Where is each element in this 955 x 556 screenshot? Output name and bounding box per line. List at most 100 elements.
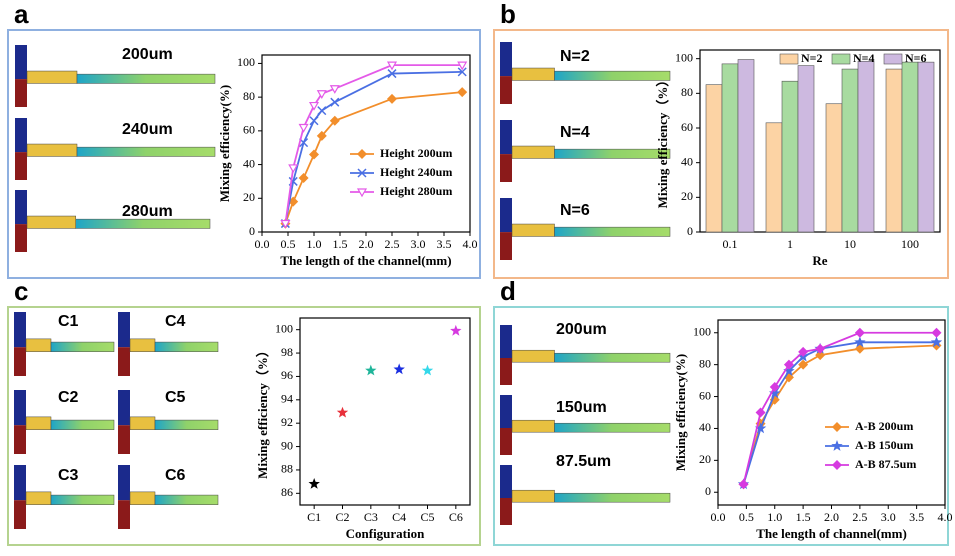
marker bbox=[831, 440, 843, 451]
sim-channel bbox=[554, 70, 671, 81]
marker bbox=[387, 93, 397, 104]
sim-inlet bbox=[500, 154, 512, 182]
sim-inlet bbox=[14, 465, 26, 501]
image-label: 200um bbox=[122, 46, 173, 63]
sim-inlet bbox=[500, 76, 512, 104]
x-tick-label: 1.0 bbox=[307, 237, 322, 251]
marker bbox=[329, 85, 340, 94]
sim-channel bbox=[50, 494, 115, 505]
x-tick-label: 4.0 bbox=[463, 237, 478, 251]
legend-label: N=2 bbox=[801, 51, 823, 65]
y-axis-label: Mixing efficiency（%） bbox=[255, 344, 270, 479]
sim-inlet bbox=[500, 232, 512, 260]
image-label: C1 bbox=[58, 313, 79, 330]
x-tick-label: 3.5 bbox=[909, 510, 924, 524]
sim-channel bbox=[75, 218, 211, 229]
sim-inlet bbox=[118, 312, 130, 348]
x-axis-label: The length of the channel(mm) bbox=[280, 253, 451, 268]
marker bbox=[854, 343, 865, 354]
image-label: 200um bbox=[556, 321, 607, 338]
x-tick-label: 4.0 bbox=[938, 510, 953, 524]
sim-channel bbox=[154, 419, 219, 430]
y-tick-label: 100 bbox=[237, 55, 255, 69]
sim-channel bbox=[50, 341, 115, 352]
marker bbox=[769, 381, 780, 392]
bar bbox=[705, 84, 723, 233]
x-tick-label: C6 bbox=[449, 510, 463, 524]
bar bbox=[901, 61, 919, 233]
image-label: C5 bbox=[165, 389, 186, 406]
legend-label: Height 240um bbox=[380, 165, 452, 179]
legend-label: A-B 87.5um bbox=[855, 457, 916, 471]
marker bbox=[931, 327, 942, 338]
y-axis-label: Mixing efficiency(%) bbox=[217, 85, 232, 202]
panel-letter: b bbox=[500, 0, 516, 29]
legend-label: N=4 bbox=[853, 51, 875, 65]
x-tick-label: 0.0 bbox=[711, 510, 726, 524]
sim-mixer bbox=[129, 491, 156, 505]
y-tick-label: 60 bbox=[699, 388, 711, 402]
x-tick-label: 1.5 bbox=[333, 237, 348, 251]
sim-inlet bbox=[118, 465, 130, 501]
y-tick-label: 80 bbox=[243, 89, 255, 103]
marker bbox=[316, 130, 327, 141]
y-tick-label: 100 bbox=[693, 325, 711, 339]
legend-label: A-B 150um bbox=[855, 438, 913, 452]
marker bbox=[309, 116, 319, 126]
sim-inlet bbox=[500, 395, 512, 428]
sim-channel bbox=[154, 341, 219, 352]
image-label: C3 bbox=[58, 467, 79, 484]
sim-mixer bbox=[26, 143, 78, 157]
y-tick-label: 88 bbox=[281, 462, 293, 476]
sim-inlet bbox=[14, 312, 26, 348]
marker bbox=[298, 173, 309, 184]
sim-mixer bbox=[25, 338, 52, 352]
sim-inlet bbox=[500, 498, 512, 525]
marker bbox=[298, 123, 309, 133]
y-tick-label: 98 bbox=[281, 345, 293, 359]
series-line bbox=[742, 341, 937, 485]
sim-channel bbox=[554, 422, 671, 433]
marker bbox=[798, 346, 809, 357]
sim-inlet bbox=[15, 45, 27, 80]
sim-inlet bbox=[15, 190, 27, 225]
sim-mixer bbox=[511, 489, 555, 503]
x-tick-label: 2.5 bbox=[852, 510, 867, 524]
marker bbox=[783, 359, 794, 370]
y-tick-label: 40 bbox=[681, 154, 693, 168]
sim-mixer bbox=[26, 70, 78, 84]
y-tick-label: 90 bbox=[281, 438, 293, 452]
series-line bbox=[742, 344, 937, 485]
x-tick-label: C1 bbox=[307, 510, 321, 524]
marker bbox=[798, 359, 809, 370]
marker bbox=[365, 364, 377, 376]
x-tick-label: 3.0 bbox=[411, 237, 426, 251]
y-tick-label: 80 bbox=[699, 356, 711, 370]
sim-mixer bbox=[511, 419, 555, 433]
x-tick-label: 1.0 bbox=[767, 510, 782, 524]
panel-frame bbox=[7, 29, 481, 279]
sim-inlet bbox=[15, 224, 27, 252]
y-axis-label: Mixing efficiency（%） bbox=[655, 74, 670, 209]
sim-channel bbox=[554, 352, 671, 363]
marker bbox=[930, 336, 943, 348]
marker bbox=[329, 115, 340, 126]
x-tick-label: C3 bbox=[364, 510, 378, 524]
bar bbox=[885, 68, 903, 233]
sim-inlet bbox=[14, 500, 26, 529]
marker bbox=[738, 479, 749, 490]
y-tick-label: 100 bbox=[275, 321, 293, 335]
sim-inlet bbox=[500, 325, 512, 358]
marker bbox=[421, 364, 434, 376]
bar bbox=[841, 68, 859, 233]
y-tick-label: 92 bbox=[281, 415, 293, 429]
legend-label: Height 200um bbox=[380, 146, 452, 160]
marker bbox=[316, 90, 327, 99]
sim-inlet bbox=[500, 198, 512, 233]
marker bbox=[450, 324, 462, 336]
marker bbox=[309, 149, 319, 160]
image-label: N=4 bbox=[560, 124, 590, 141]
x-tick-label: 1 bbox=[787, 237, 793, 251]
